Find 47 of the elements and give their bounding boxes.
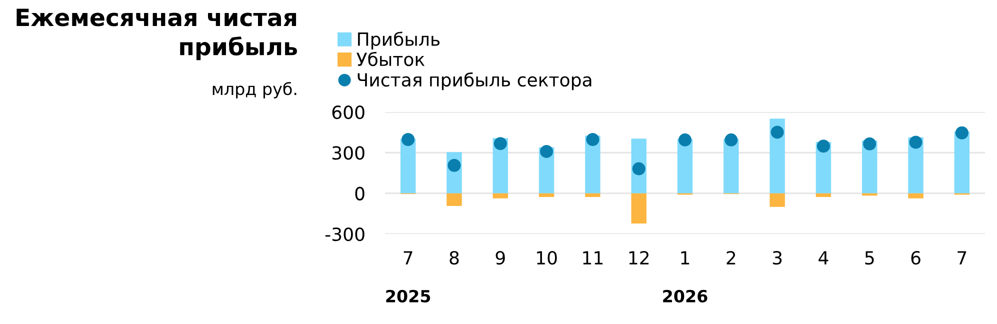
y-tick-label: 0 [355, 186, 364, 200]
bar [492, 193, 508, 198]
bar [446, 193, 462, 206]
x-tick-label: 9 [496, 250, 505, 265]
y-tick-label: 600 [332, 105, 364, 120]
point [678, 133, 692, 146]
text: 2026 [663, 290, 708, 302]
x-tick-label: 2 [726, 250, 736, 264]
point [540, 144, 554, 158]
point [448, 158, 461, 172]
x-tick-label: 5 [865, 251, 874, 265]
bar [816, 193, 832, 197]
legend-label: Чистая прибыль сектора [358, 72, 592, 90]
x-tick-label: 12 [629, 250, 649, 264]
y-tick-label: -300 [325, 227, 364, 242]
bar [538, 193, 554, 197]
text: 2025 [386, 290, 430, 302]
x-tick-label: 7 [404, 251, 412, 264]
x-tick-label: 4 [818, 251, 828, 264]
legend-label: Прибыль [358, 32, 440, 50]
bar [908, 193, 924, 198]
bar [631, 193, 646, 224]
point [909, 136, 922, 149]
point [402, 133, 415, 146]
bar [954, 132, 970, 194]
x-tick-label: 7 [958, 251, 966, 264]
legend-label: Убыток [356, 52, 425, 66]
point [724, 133, 738, 146]
bar [724, 138, 739, 194]
text: Ежемесячная чистая прибыль [16, 8, 297, 60]
point [632, 162, 646, 176]
x-tick-label: 8 [450, 250, 459, 265]
bar [770, 193, 785, 207]
x-tick-label: 3 [772, 250, 782, 265]
y-tick-label: 300 [332, 146, 364, 160]
bar [585, 193, 600, 197]
point [586, 133, 600, 146]
point [955, 126, 968, 140]
x-tick-label: 11 [583, 251, 603, 264]
x-tick-label: 10 [537, 250, 557, 265]
point [494, 137, 507, 150]
point [863, 137, 876, 150]
x-tick-label: 1 [681, 251, 690, 264]
point [770, 126, 784, 139]
x-tick-label: 6 [911, 250, 920, 265]
point [816, 140, 830, 153]
y-axis-title: млрд руб. [212, 82, 296, 98]
